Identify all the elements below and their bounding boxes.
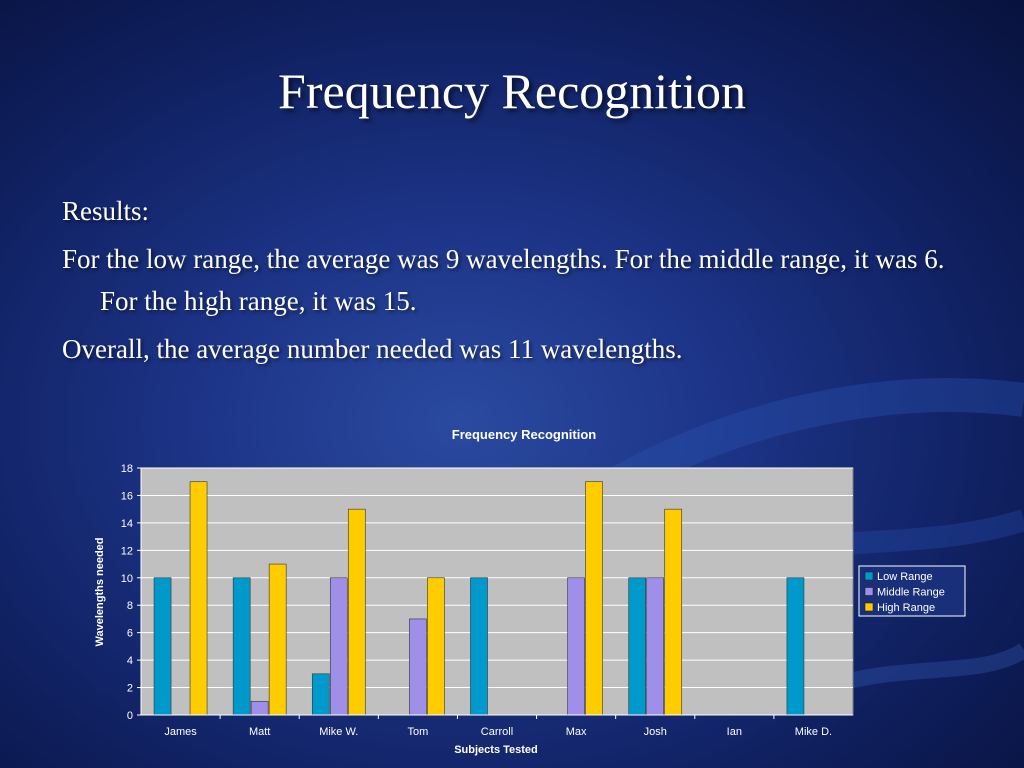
- bar: [628, 577, 647, 716]
- y-tick-label: 8: [127, 600, 133, 612]
- bar: [409, 618, 427, 716]
- x-axis-label: Subjects Tested: [454, 744, 538, 756]
- bar: [250, 700, 269, 716]
- y-tick-label: 6: [127, 628, 133, 640]
- y-tick-label: 10: [121, 573, 133, 585]
- bar: [311, 673, 330, 716]
- y-tick-label: 4: [127, 655, 133, 667]
- bar: [347, 508, 366, 716]
- x-tick-label: Mike W.: [319, 726, 358, 738]
- legend-swatch: [864, 571, 874, 581]
- legend-label: Middle Range: [877, 587, 945, 599]
- y-tick-label: 0: [127, 710, 133, 722]
- slide-body: Results: For the low range, the average …: [62, 190, 962, 376]
- x-tick-label: Tom: [407, 726, 428, 738]
- bar: [585, 481, 603, 716]
- bar: [786, 577, 805, 716]
- x-tick-label: Carroll: [481, 726, 513, 738]
- y-tick-label: 2: [127, 683, 133, 695]
- plot-area: [140, 467, 854, 716]
- legend-swatch: [864, 602, 874, 612]
- x-tick-label: Josh: [644, 726, 667, 738]
- x-tick-label: Ian: [727, 726, 742, 738]
- y-tick-label: 14: [121, 518, 133, 530]
- legend-box: [858, 565, 966, 617]
- bar: [470, 577, 488, 716]
- x-tick-label: Mike D.: [795, 726, 832, 738]
- legend-swatch: [864, 587, 874, 596]
- chart-legend: Low Range Middle Range High Range: [858, 565, 966, 617]
- bar: [268, 563, 287, 716]
- slide-title: Frequency Recognition: [278, 63, 746, 119]
- y-tick-label: 18: [121, 463, 133, 475]
- bar: [427, 577, 445, 716]
- x-tick-label: Max: [566, 726, 587, 738]
- range-averages-text: For the low range, the average was 9 wav…: [62, 244, 945, 316]
- bar: [153, 577, 172, 716]
- bar: [232, 577, 251, 716]
- y-tick-label: 16: [121, 490, 133, 502]
- chart-title: Frequency Recognition: [452, 427, 597, 442]
- results-heading: Results:: [62, 196, 150, 226]
- bar: [567, 577, 585, 716]
- bar: [646, 577, 665, 716]
- y-tick-label: 12: [121, 545, 133, 557]
- legend-label: Low Range: [877, 571, 933, 583]
- legend-label: High Range: [877, 602, 935, 614]
- overall-average-text: Overall, the average number needed was 1…: [62, 334, 683, 364]
- frequency-chart: Frequency Recognition 0 2 4 6 8 10 12 14 16 18 Jam…: [94, 427, 966, 756]
- y-axis-label: Wavelengths needed: [94, 537, 106, 646]
- x-tick-label: James: [164, 726, 197, 738]
- bar: [664, 508, 683, 716]
- x-tick-label: Matt: [249, 726, 270, 738]
- bar: [189, 481, 208, 716]
- bar: [329, 577, 348, 716]
